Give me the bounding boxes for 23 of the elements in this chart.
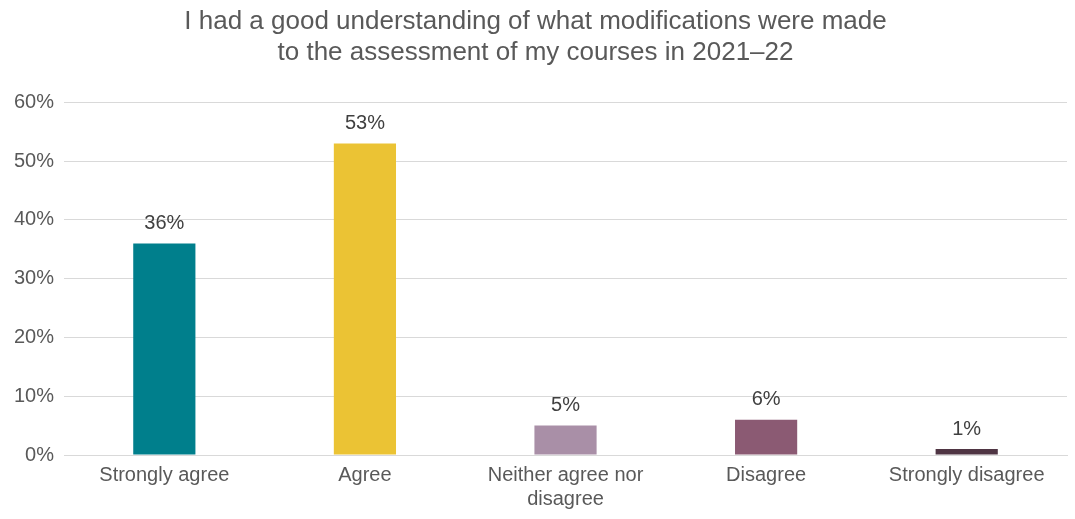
x-tick-label: Disagree [726, 462, 807, 485]
data-label: 5% [551, 393, 581, 416]
y-tick-label: 10% [14, 383, 55, 406]
y-tick-label: 30% [14, 266, 55, 289]
bar [333, 143, 397, 455]
y-tick-label: 20% [14, 324, 55, 347]
x-tick-label: Agree [338, 462, 392, 485]
y-tick-label: 0% [25, 442, 55, 465]
y-tick-label: 60% [14, 89, 55, 112]
data-label: 53% [344, 111, 386, 134]
x-tick-label: Neither agree nor disagree [487, 462, 644, 509]
y-tick-label: 40% [14, 207, 55, 230]
data-label: 1% [952, 416, 982, 439]
y-tick-label: 50% [14, 148, 55, 171]
chart-title: I had a good understanding of what modifications were made to the assessment of my courses in 2021–22 [184, 4, 887, 66]
bar [133, 243, 196, 455]
bar [534, 425, 597, 455]
data-label: 6% [751, 387, 781, 410]
data-label: 36% [144, 210, 185, 233]
x-tick-label: Strongly agree [99, 462, 230, 485]
bar [935, 449, 998, 455]
bar [735, 419, 798, 455]
x-tick-label: Strongly disagree [888, 462, 1045, 485]
